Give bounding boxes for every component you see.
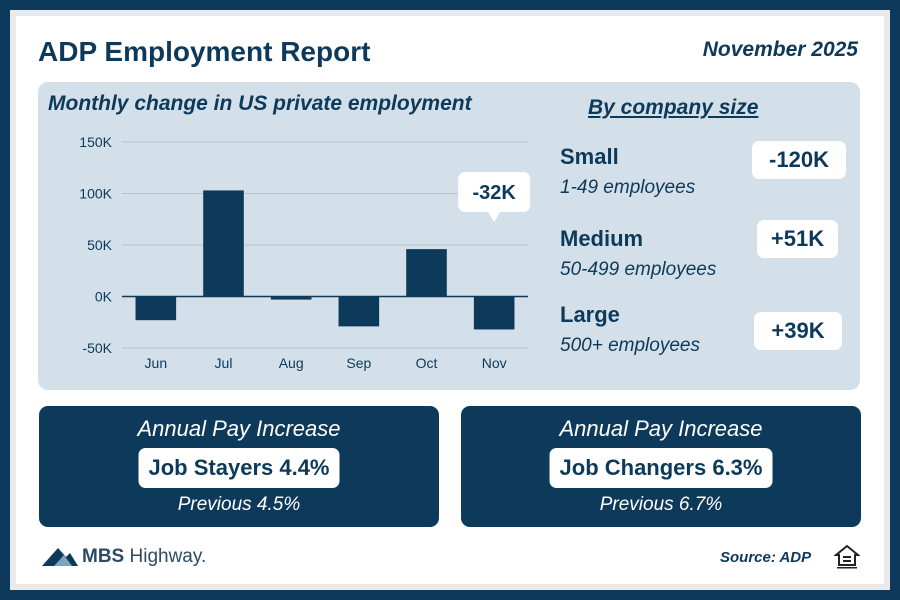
chart-grid bbox=[122, 141, 528, 349]
y-tick-label: -50K bbox=[82, 340, 112, 356]
pay-card-previous: Previous 6.7% bbox=[599, 494, 723, 515]
size-medium-range: 50-499 employees bbox=[560, 259, 717, 280]
annotation-label: -32K bbox=[472, 182, 516, 204]
bar-oct bbox=[406, 249, 447, 297]
chart-panel bbox=[38, 82, 860, 390]
pay-card-stayers: Annual Pay Increase Job Stayers 4.4% Pre… bbox=[39, 406, 439, 527]
size-small-name: Small bbox=[560, 144, 619, 169]
size-large-range: 500+ employees bbox=[560, 335, 700, 356]
company-size-title: By company size bbox=[588, 96, 759, 119]
logo-rest: Highway. bbox=[124, 546, 207, 567]
pay-card-changers: Annual Pay Increase Job Changers 6.3% Pr… bbox=[461, 406, 861, 527]
chart-title: Monthly change in US private employment bbox=[48, 92, 472, 115]
chart-bars bbox=[135, 190, 515, 330]
bar-sep bbox=[338, 296, 380, 327]
logo-main: MBS bbox=[82, 546, 125, 567]
pay-card-title: Annual Pay Increase bbox=[559, 416, 763, 441]
x-tick-label: Jun bbox=[145, 355, 168, 371]
x-tick-label: Sep bbox=[346, 355, 371, 371]
size-small-range: 1-49 employees bbox=[560, 177, 696, 198]
x-tick-label: Nov bbox=[482, 355, 507, 371]
size-medium-value: +51K bbox=[757, 220, 838, 258]
size-large-name: Large bbox=[560, 302, 620, 327]
x-tick-label: Aug bbox=[279, 355, 304, 371]
bar-aug bbox=[270, 296, 312, 300]
source-label: Source: ADP bbox=[720, 549, 812, 566]
x-tick-label: Jul bbox=[215, 355, 233, 371]
annotation-bubble bbox=[458, 172, 531, 222]
y-tick-label: 100K bbox=[79, 186, 112, 202]
size-medium-name: Medium bbox=[560, 226, 644, 251]
equal-housing-icon bbox=[834, 544, 860, 569]
bar-nov bbox=[473, 296, 515, 330]
y-tick-label: 0K bbox=[95, 289, 113, 305]
y-axis-ticks: 150K 100K 50K 0K -50K bbox=[79, 134, 112, 356]
mbs-logo-icon bbox=[42, 548, 78, 566]
chart-annotation: -32K bbox=[458, 172, 531, 222]
employment-bar-chart: 150K 100K 50K 0K -50K Jun Jul Aug Sep Oct Nov -32… bbox=[79, 134, 531, 371]
pay-card-value: Job Stayers 4.4% bbox=[138, 448, 340, 488]
pay-card-value: Job Changers 6.3% bbox=[549, 448, 773, 488]
x-axis-ticks: Jun Jul Aug Sep Oct Nov bbox=[145, 355, 507, 371]
pay-card-previous: Previous 4.5% bbox=[177, 494, 301, 515]
pay-card-title: Annual Pay Increase bbox=[137, 416, 341, 441]
size-large-value: +39K bbox=[754, 312, 842, 350]
y-tick-label: 150K bbox=[79, 134, 112, 150]
bar-jun bbox=[135, 296, 177, 321]
page-title: ADP Employment Report bbox=[38, 36, 371, 67]
x-tick-label: Oct bbox=[416, 355, 438, 371]
y-tick-label: 50K bbox=[87, 237, 113, 253]
bar-jul bbox=[203, 190, 244, 297]
size-small-value: -120K bbox=[752, 141, 846, 179]
mbs-logo-text: MBS Highway. bbox=[82, 546, 206, 568]
report-date: November 2025 bbox=[702, 38, 858, 61]
